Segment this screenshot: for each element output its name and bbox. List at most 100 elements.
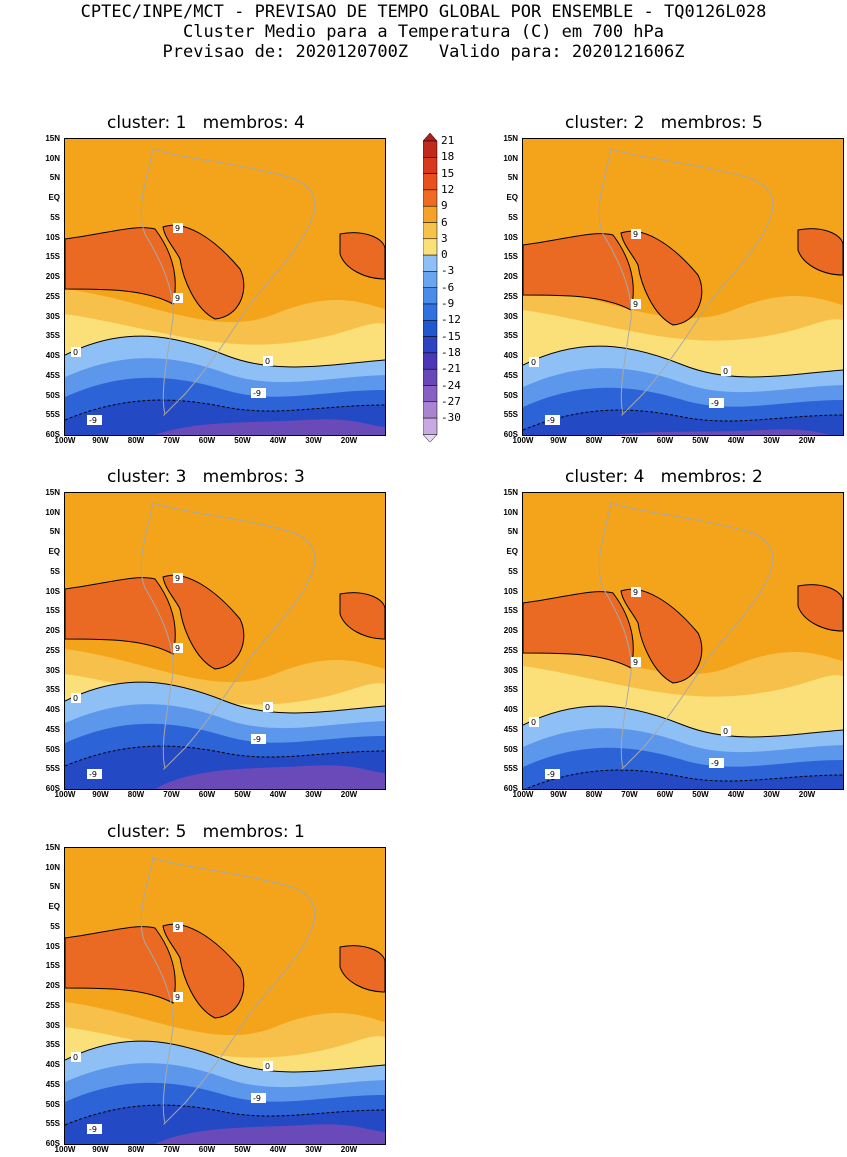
blob-9-west	[65, 577, 176, 655]
svg-text:0: 0	[531, 358, 536, 367]
lat-label: 60S	[503, 430, 518, 439]
lat-label: 30S	[503, 311, 518, 321]
blob-9-atlantic	[339, 592, 385, 640]
lon-label: 50W	[692, 790, 709, 799]
svg-text:9: 9	[633, 300, 638, 309]
lat-label: 60S	[45, 430, 60, 439]
svg-text:-9: -9	[711, 399, 719, 408]
colorbar-top-arrow	[423, 133, 438, 142]
colorbar-swatch	[423, 140, 438, 158]
lon-label: 90W	[550, 790, 567, 799]
lat-label: 5S	[50, 921, 60, 931]
lon-label: 80W	[127, 1145, 145, 1154]
lat-label: 50S	[503, 744, 518, 754]
lat-label: 40S	[45, 705, 60, 715]
lat-label: 15N	[45, 488, 60, 497]
lon-label: 80W	[127, 436, 145, 445]
lon-label: 60W	[198, 1145, 216, 1154]
lat-label: 55S	[503, 764, 518, 774]
lat-label: 20S	[45, 272, 60, 282]
lat-label: 5N	[49, 173, 60, 183]
contour-label-0b: 0	[721, 366, 731, 376]
svg-text:0: 0	[723, 727, 728, 736]
contour-label-minus9: -9	[709, 398, 724, 408]
svg-text:-9: -9	[89, 416, 97, 425]
blob-9-west	[65, 926, 176, 1004]
lat-label: 10S	[45, 586, 60, 596]
colorbar-label: 0	[441, 248, 448, 262]
lat-label: 55S	[45, 410, 60, 420]
contour-label-0b: 0	[263, 702, 273, 712]
band-minus15	[155, 765, 385, 789]
lat-label: 45S	[503, 370, 518, 380]
land-outline	[598, 148, 774, 416]
colorbar-swatch	[423, 303, 438, 321]
lon-label: 60W	[198, 436, 216, 445]
contour-zero	[523, 705, 843, 738]
svg-text:9: 9	[175, 923, 180, 932]
land-outline	[140, 857, 316, 1125]
lon-label: 90W	[92, 790, 109, 799]
colorbar-swatch	[423, 320, 438, 337]
lat-label: 10N	[45, 862, 60, 872]
blob-9-continent	[162, 923, 245, 1019]
lon-label: 100W	[54, 790, 76, 799]
colorbar-label: -12	[441, 313, 461, 327]
contour-label-0b: 0	[263, 1061, 273, 1071]
lon-label: 40W	[269, 790, 287, 799]
lat-label: 15N	[45, 843, 60, 852]
panel-title-1: cluster: 1 membros: 4	[107, 113, 305, 133]
contour-label-0b: 0	[721, 726, 731, 736]
colorbar-swatch	[423, 238, 438, 256]
header-line-1: CPTEC/INPE/MCT - PREVISAO DE TEMPO GLOBA…	[80, 2, 767, 22]
lon-label: 70W	[621, 790, 638, 799]
lat-label: 10S	[45, 232, 60, 242]
lat-label: 35S	[45, 331, 60, 341]
svg-text:9: 9	[175, 644, 180, 653]
contour-zero	[65, 1040, 385, 1073]
lat-label: EQ	[506, 547, 518, 557]
panel-title-3: cluster: 3 membros: 3	[107, 467, 305, 487]
lon-label: 30W	[305, 1145, 322, 1154]
header-line-2: Cluster Medio para a Temperatura (C) em …	[182, 22, 665, 42]
lon-label: 40W	[727, 436, 745, 445]
colorbar-swatch	[423, 368, 438, 386]
lat-label: 50S	[503, 390, 518, 400]
contour-label-minus9b: -9	[545, 415, 560, 425]
lon-label: 20W	[798, 790, 816, 799]
contour-label-9b: 9	[173, 643, 183, 653]
lon-label: 60W	[198, 790, 216, 799]
blob-9-atlantic	[339, 945, 385, 993]
band-minus12-minus9	[523, 410, 843, 435]
lon-label: 80W	[127, 790, 145, 799]
colorbar-swatch	[423, 222, 438, 240]
lat-label: 50S	[45, 1099, 60, 1109]
lon-label: 30W	[763, 436, 780, 445]
band-minus15	[155, 419, 385, 435]
lat-label: 35S	[503, 331, 518, 341]
map-panel-1: 9 9 0 0 -9 -9	[64, 138, 386, 436]
lon-label: 50W	[234, 1145, 251, 1154]
lon-label: 40W	[727, 790, 745, 799]
temperature-field: 9 9 0 0 -9 -9	[65, 148, 385, 435]
lat-label: 50S	[45, 744, 60, 754]
svg-text:9: 9	[633, 230, 638, 239]
lat-label: 35S	[503, 685, 518, 695]
contour-minus9	[65, 399, 385, 421]
colorbar-label: 15	[441, 166, 455, 180]
svg-text:9: 9	[175, 993, 180, 1002]
colorbar-label: 18	[441, 150, 455, 164]
svg-text:-9: -9	[547, 770, 555, 779]
svg-text:-9: -9	[547, 416, 555, 425]
lat-label: 25S	[45, 1000, 60, 1010]
contour-label-minus9: -9	[709, 758, 724, 768]
colorbar-label: -6	[441, 280, 455, 294]
lat-label: 5S	[508, 212, 518, 222]
lat-label: 55S	[45, 764, 60, 774]
lat-label: 25S	[503, 645, 518, 655]
contour-label-9: 9	[631, 587, 641, 597]
lon-label: 100W	[512, 790, 534, 799]
lat-label: 15N	[503, 488, 518, 497]
lat-label: 5S	[508, 566, 518, 576]
lat-label: EQ	[48, 902, 60, 912]
